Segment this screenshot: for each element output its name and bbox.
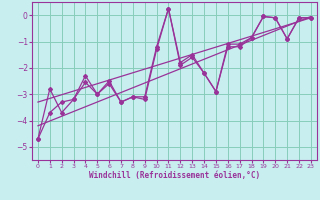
X-axis label: Windchill (Refroidissement éolien,°C): Windchill (Refroidissement éolien,°C)	[89, 171, 260, 180]
